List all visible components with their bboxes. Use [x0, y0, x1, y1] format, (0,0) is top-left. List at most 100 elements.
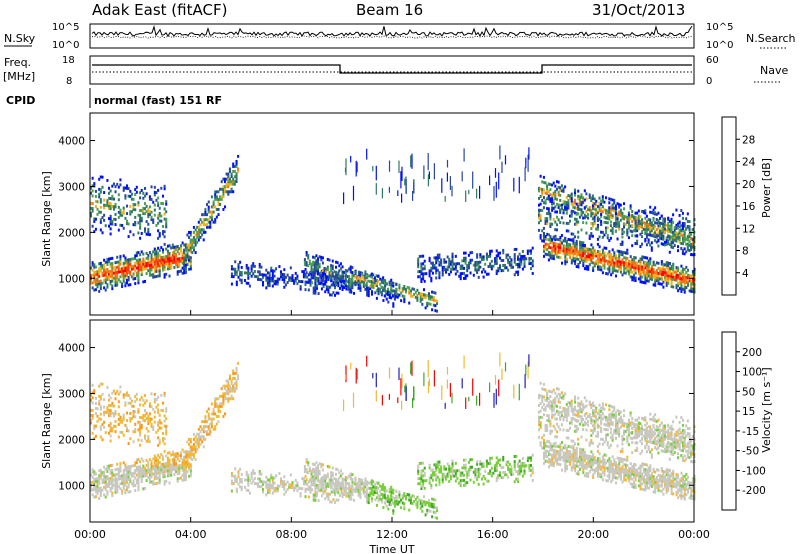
power-cell — [206, 213, 209, 217]
velocity-cell — [372, 487, 375, 491]
power-cell — [547, 251, 550, 254]
velocity-cell — [380, 485, 383, 489]
velocity-cell — [212, 410, 215, 413]
nave-tick-bottom: 0 — [706, 76, 712, 87]
power-cell — [224, 185, 227, 189]
velocity-cell — [104, 483, 107, 486]
power-cell — [615, 259, 618, 263]
velocity-cell — [109, 396, 112, 400]
velocity-cell — [152, 480, 155, 484]
power-cell — [570, 251, 573, 255]
power-cell — [150, 218, 153, 222]
power-cell — [98, 187, 101, 191]
velocity-cell — [202, 425, 205, 429]
power-cell — [127, 235, 130, 239]
velocity-cell — [155, 474, 158, 478]
velocity-cell — [103, 485, 106, 489]
velocity-cell — [212, 427, 215, 431]
velocity-cell — [94, 487, 97, 491]
velocity-cell — [176, 477, 179, 481]
power-cell — [565, 203, 568, 207]
power-cell — [276, 282, 279, 286]
velocity-cell — [158, 456, 161, 459]
power-cell — [597, 252, 600, 256]
velocity-cell — [137, 488, 140, 492]
power-cell — [664, 276, 667, 279]
velocity-cell — [153, 482, 156, 486]
velocity-cell — [237, 374, 240, 378]
power-cell — [111, 284, 114, 288]
power-cell — [528, 259, 531, 263]
velocity-cell — [111, 404, 114, 408]
velocity-cell — [228, 397, 231, 401]
power-cell — [162, 250, 165, 254]
power-cell — [371, 285, 374, 289]
velocity-cell — [188, 453, 191, 457]
velocity-cell — [379, 489, 382, 493]
power-cell — [592, 256, 595, 260]
power-cell — [350, 278, 353, 281]
power-cell — [588, 206, 591, 210]
power-cell — [542, 206, 545, 210]
power-cell — [175, 260, 178, 264]
velocity-cell — [247, 481, 250, 485]
power-cell — [680, 231, 683, 235]
velocity-cell — [258, 472, 261, 476]
velocity-cell — [197, 437, 200, 441]
power-cell — [668, 228, 671, 232]
power-cell — [474, 263, 477, 267]
power-cell — [245, 266, 248, 270]
velocity-cell — [317, 469, 320, 473]
velocity-cell — [150, 480, 153, 484]
power-cell — [387, 290, 390, 294]
power-cell — [662, 224, 665, 228]
power-cell — [312, 291, 315, 295]
power-cell — [487, 272, 490, 276]
power-cell — [619, 218, 622, 222]
power-cell — [165, 257, 168, 261]
power-cell — [418, 270, 421, 274]
power-cell — [556, 202, 559, 206]
velocity-cell — [183, 463, 186, 467]
power-cell — [163, 255, 166, 259]
velocity-cell — [163, 437, 166, 441]
power-cell — [448, 273, 451, 276]
velocity-cell — [158, 476, 161, 480]
velocity-cell — [331, 479, 334, 483]
power-cell — [583, 216, 586, 220]
power-cell — [119, 257, 122, 261]
power-cell — [91, 263, 94, 267]
power-cell — [336, 273, 339, 277]
power-cell — [626, 264, 629, 268]
power-cell — [378, 288, 381, 291]
power-cell — [99, 269, 102, 273]
power-cell — [683, 288, 686, 292]
power-cell — [222, 177, 225, 181]
power-cell — [631, 275, 634, 279]
velocity-cell — [186, 453, 189, 457]
power-cell — [675, 271, 678, 275]
power-cell — [351, 273, 354, 277]
power-cell — [677, 235, 680, 239]
power-cell — [217, 200, 220, 204]
power-cell — [600, 258, 603, 262]
power-cell — [662, 235, 665, 238]
velocity-cell — [318, 472, 321, 476]
power-cell — [349, 265, 352, 269]
velocity-cell — [135, 481, 138, 485]
power-cell — [593, 249, 596, 253]
power-cell — [139, 191, 142, 195]
velocity-cell — [335, 490, 338, 494]
velocity-cell — [147, 463, 150, 467]
velocity-cell — [90, 486, 93, 490]
power-cell — [523, 265, 526, 268]
power-cell — [565, 221, 568, 225]
power-cell — [210, 205, 213, 209]
power-cell — [132, 267, 135, 271]
power-cell — [686, 235, 689, 239]
power-cell — [289, 279, 292, 282]
velocity-cell — [108, 411, 111, 415]
power-cell — [633, 256, 636, 259]
power-cell — [570, 197, 573, 201]
power-cell — [150, 263, 153, 267]
